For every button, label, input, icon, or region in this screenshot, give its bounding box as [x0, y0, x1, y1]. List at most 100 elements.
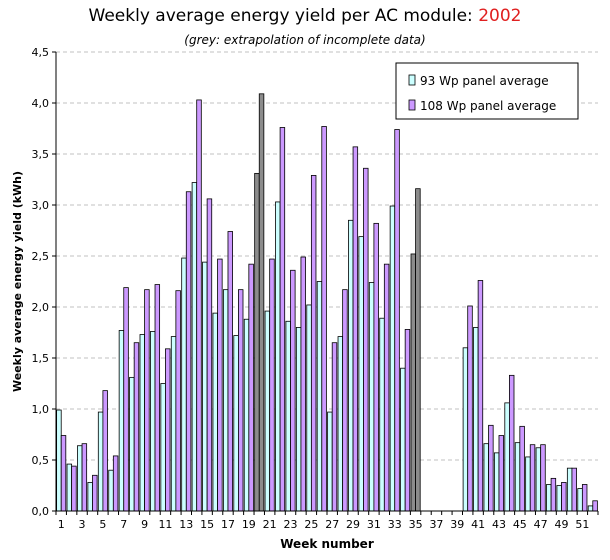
bar — [473, 326, 479, 512]
bar — [415, 188, 421, 512]
x-tick-label: 41 — [471, 518, 485, 531]
bar — [81, 443, 88, 512]
y-tick-label: 1,5 — [32, 352, 50, 365]
x-tick-label: 3 — [79, 518, 86, 531]
bar — [587, 505, 594, 512]
y-tick-label: 2,5 — [32, 250, 50, 263]
bar — [295, 326, 302, 512]
bar — [358, 236, 364, 512]
x-tick-label: 31 — [367, 518, 381, 531]
bar — [389, 205, 396, 512]
bar — [488, 424, 494, 512]
bar — [577, 488, 583, 512]
bar — [300, 256, 306, 512]
bar — [129, 376, 135, 512]
bar — [368, 282, 375, 512]
bar — [316, 281, 323, 512]
bar — [206, 198, 213, 512]
bar — [571, 467, 577, 512]
bar — [352, 146, 359, 512]
x-tick-label: 1 — [58, 518, 65, 531]
bar — [363, 167, 369, 512]
bar — [202, 261, 208, 512]
y-tick-label: 3,0 — [32, 199, 50, 212]
bar — [410, 253, 416, 512]
bar — [337, 336, 344, 512]
bar — [561, 482, 567, 512]
bar — [144, 289, 150, 512]
y-tick-label: 4,5 — [32, 46, 50, 59]
x-tick-label: 15 — [200, 518, 214, 531]
bar — [97, 411, 104, 512]
legend-label: 93 Wp panel average — [420, 74, 549, 88]
x-tick-label: 39 — [450, 518, 464, 531]
x-tick-label: 45 — [513, 518, 527, 531]
bar — [529, 444, 536, 512]
chart-subtitle: (grey: extrapolation of incomplete data) — [184, 33, 426, 47]
legend-swatch — [408, 74, 416, 86]
bar — [394, 129, 400, 512]
bar — [102, 390, 108, 512]
bar — [254, 172, 260, 512]
bar — [175, 290, 181, 512]
bar — [165, 348, 171, 512]
bar — [217, 258, 223, 512]
chart-title-text: Weekly average energy yield per AC modul… — [88, 6, 473, 26]
x-tick-label: 5 — [99, 518, 106, 531]
chart-title-year: 2002 — [478, 6, 522, 26]
x-tick-label: 27 — [325, 518, 339, 531]
bar — [258, 93, 265, 512]
bar — [342, 289, 348, 512]
bar — [185, 191, 192, 512]
x-tick-label: 25 — [304, 518, 318, 531]
bar — [310, 175, 317, 512]
bar — [467, 305, 473, 512]
legend: 93 Wp panel average 108 Wp panel average — [395, 62, 579, 120]
x-tick-label: 13 — [179, 518, 193, 531]
bar — [535, 447, 542, 512]
bar — [227, 231, 233, 512]
bar — [331, 342, 338, 512]
x-axis-label: Week number — [280, 537, 374, 551]
bar — [60, 435, 67, 512]
y-tick-label: 2,0 — [32, 301, 50, 314]
bar — [279, 127, 286, 512]
x-tick-label: 23 — [284, 518, 298, 531]
bar — [139, 334, 145, 512]
bar — [170, 336, 177, 512]
bar — [321, 126, 327, 512]
bar — [87, 482, 93, 512]
bar — [237, 289, 244, 512]
bar — [540, 444, 546, 512]
chart-title: Weekly average energy yield per AC modul… — [0, 6, 610, 26]
bar — [550, 477, 557, 512]
bar — [508, 374, 515, 512]
bar — [285, 320, 291, 512]
bar — [404, 329, 411, 512]
bar — [519, 425, 525, 512]
bar — [196, 99, 202, 512]
x-tick-label: 29 — [346, 518, 360, 531]
bar — [498, 435, 504, 512]
bar — [264, 310, 271, 512]
bar — [383, 263, 390, 512]
x-tick-label: 35 — [409, 518, 423, 531]
x-tick-label: 49 — [555, 518, 569, 531]
bar — [123, 287, 129, 512]
bar — [373, 222, 379, 512]
bar — [556, 485, 562, 512]
bar — [379, 317, 385, 512]
bar — [592, 500, 598, 512]
bar — [306, 304, 312, 512]
bar — [108, 469, 114, 512]
bar — [348, 219, 354, 512]
bar — [154, 284, 161, 512]
bar — [269, 258, 275, 512]
y-tick-label: 1,0 — [32, 403, 50, 416]
bar — [462, 347, 469, 512]
x-tick-label: 9 — [141, 518, 148, 531]
bar — [581, 484, 588, 512]
bar — [160, 383, 166, 512]
bar — [56, 409, 62, 512]
